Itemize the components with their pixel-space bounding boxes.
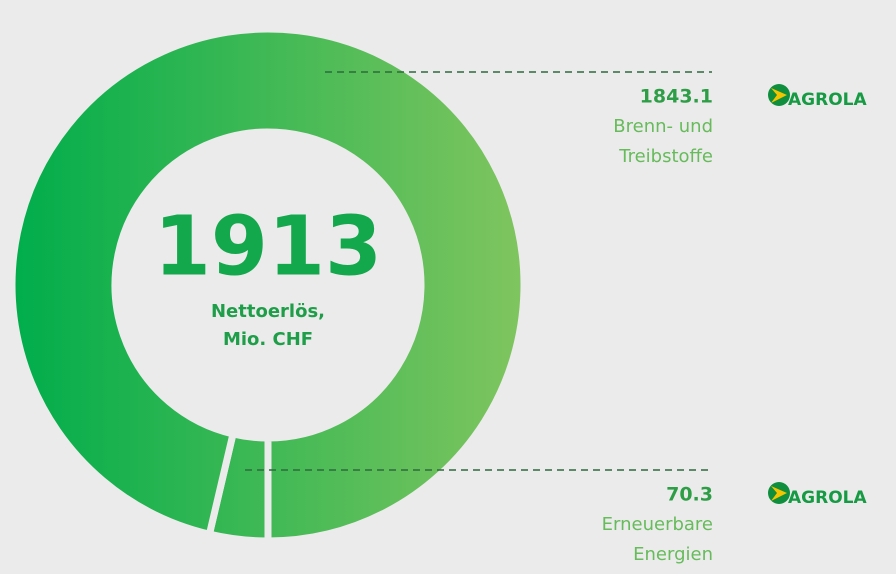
- logo-chevron: [771, 88, 787, 103]
- brand-logo: AGROLA: [768, 482, 867, 508]
- donut-segment: [8, 25, 528, 545]
- brand-name: AGROLA: [788, 488, 867, 508]
- category-label: Treibstoffe: [618, 146, 713, 167]
- value-label: 70.3: [666, 484, 713, 506]
- category-label: Energien: [633, 544, 713, 565]
- logo-chevron: [771, 486, 787, 501]
- category-label: Brenn- und: [613, 116, 713, 137]
- brand-name: AGROLA: [788, 90, 867, 110]
- category-label: Erneuerbare: [602, 514, 713, 535]
- value-label: 1843.1: [640, 86, 713, 108]
- brand-logo: AGROLA: [768, 84, 867, 110]
- donut: [8, 25, 528, 545]
- center-label: Nettoerlös,: [211, 301, 325, 322]
- total: 1913: [154, 199, 382, 294]
- center-label: Mio. CHF: [223, 329, 313, 350]
